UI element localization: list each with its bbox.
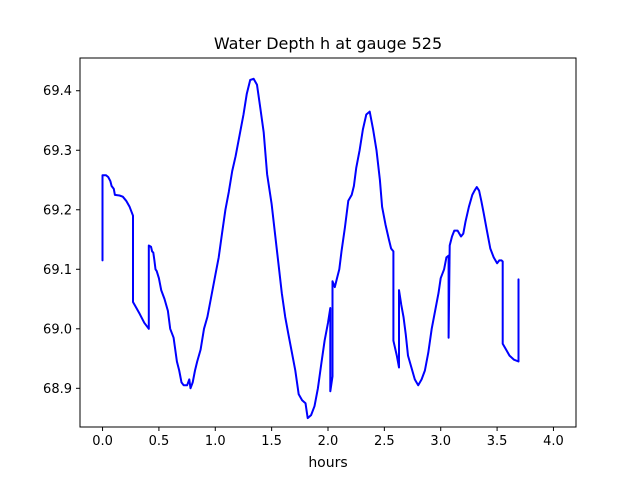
- y-tick-label: 69.0: [43, 322, 72, 337]
- y-tick-label: 69.4: [43, 84, 72, 99]
- x-tick-label: 0.5: [149, 434, 170, 449]
- y-axis-ticks: 68.9 69.0 69.1 69.2 69.3 69.4: [43, 84, 80, 397]
- x-tick-label: 3.0: [430, 434, 451, 449]
- x-tick-label: 4.0: [543, 434, 564, 449]
- x-tick-label: 3.5: [487, 434, 508, 449]
- x-tick-label: 1.5: [261, 434, 282, 449]
- plot-frame: [79, 57, 577, 428]
- x-tick-label: 0.0: [92, 434, 113, 449]
- water-depth-series-line: [101, 77, 520, 420]
- y-tick-label: 69.2: [43, 203, 72, 218]
- x-tick-label: 1.0: [205, 434, 226, 449]
- y-tick-label: 68.9: [43, 382, 72, 397]
- x-tick-label: 2.0: [318, 434, 339, 449]
- x-tick-label: 2.5: [374, 434, 395, 449]
- x-axis-ticks: 0.0 0.5 1.0 1.5 2.0 2.5 3.0 3.5 4.0: [92, 427, 564, 449]
- chart-title: Water Depth h at gauge 525: [214, 34, 442, 53]
- x-axis-label: hours: [308, 455, 347, 471]
- y-tick-label: 69.1: [43, 263, 72, 278]
- y-tick-label: 69.3: [43, 144, 72, 159]
